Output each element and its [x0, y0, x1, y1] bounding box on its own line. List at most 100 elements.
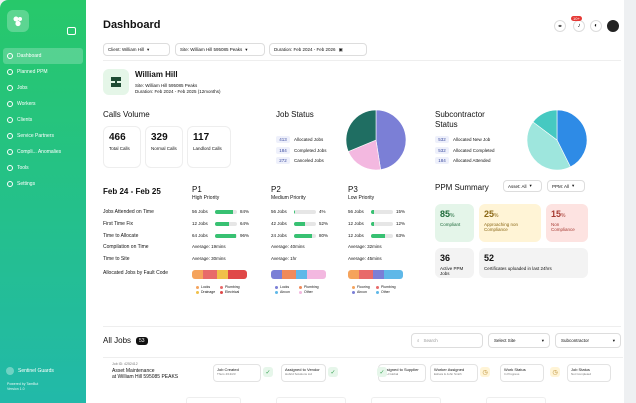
sidebar-item-8[interactable]: Settings — [3, 176, 83, 192]
app-logo[interactable] — [7, 10, 29, 32]
fault-segment — [192, 270, 203, 279]
ppm-filter-label: PPM: All — [552, 183, 570, 189]
jobs-count: 12 Jobs — [348, 221, 364, 226]
subcontractor-select[interactable]: Subcontractor ▾ — [555, 333, 621, 348]
period-title: Feb 24 - Feb 25 — [103, 187, 161, 196]
sidebar-item-4[interactable]: Clients — [3, 112, 83, 128]
jobs-count: 12 Jobs — [192, 221, 208, 226]
job-step: Work Status In Progress — [500, 364, 544, 382]
ppm-label: Active PPM Jobs — [440, 266, 464, 276]
sidebar-item-2[interactable]: Jobs — [3, 80, 83, 96]
ppm-card[interactable]: 85% Compliant — [435, 204, 474, 242]
legend-item: 532 Allocated Completed — [435, 147, 495, 154]
divider — [103, 60, 621, 61]
chevron-down-icon: ▾ — [572, 183, 575, 188]
step-sub: Eshwa & John Smith — [434, 372, 462, 376]
calls-volume-title: Calls Volume — [103, 110, 150, 119]
priority-metric: 24 Jobs 80% — [271, 233, 328, 238]
sidebar-item-1[interactable]: Planned PPM — [3, 64, 83, 80]
priority-metric: 12 Jobs 64% — [192, 221, 249, 226]
check-icon: ✓ — [377, 367, 387, 377]
metric-label: Allocated Jobs by Fault Code — [103, 270, 169, 276]
ppm-number: 36 — [440, 253, 451, 263]
priority-metric: 12 Jobs 12% — [348, 221, 405, 226]
site-filter-label: Site: William Hill 595085 Peaks — [180, 47, 243, 52]
ppm-value: 52 — [484, 253, 583, 263]
legend-count: 272 — [276, 157, 290, 164]
chevron-down-icon: ▾ — [612, 337, 615, 343]
metric-label: Jobs Attended on Time — [103, 209, 154, 215]
ppm-card[interactable]: 15% Non Compliance — [546, 204, 588, 242]
priority-metric: 12 Jobs 63% — [348, 233, 405, 238]
avg-site: Average: 45mins — [348, 256, 382, 261]
org-switcher[interactable]: Sentinel Guards — [6, 367, 54, 375]
divider — [103, 326, 621, 327]
table-row[interactable]: Job ID: 4252412 Asset Maintenance at Will… — [103, 357, 623, 387]
ppm-card[interactable]: 25% Approaching non Compliance — [479, 204, 541, 242]
legend-dot — [196, 290, 199, 294]
sidebar-item-6[interactable]: Compli... Anomalies — [3, 144, 83, 160]
chevron-down-icon: ▾ — [541, 337, 544, 343]
step-card — [276, 397, 346, 403]
legend-label: Allocated Attended — [453, 158, 491, 163]
progress-bar — [371, 209, 393, 214]
sidebar-item-0[interactable]: Dashboard — [3, 48, 83, 64]
ppm-label: Approaching non Compliance — [484, 222, 519, 232]
priority-metric: 64 Jobs 96% — [192, 233, 249, 238]
job-step: Job Created Thurs 4/13/23 — [213, 364, 261, 382]
job-step: Job Status Not Completed — [567, 364, 611, 382]
ppm-card[interactable]: 36 Active PPM Jobs — [435, 248, 474, 278]
avg-site: Average: 30mins — [192, 256, 226, 261]
sidebar-nav: Dashboard Planned PPM Jobs Workers Clients Se… — [3, 48, 83, 192]
ppm-card[interactable]: 52 Certificates uploaded in last 24hrs — [479, 248, 588, 278]
sidebar-item-3[interactable]: Workers — [3, 96, 83, 112]
duration-filter[interactable]: Duration: Feb 2024 - Feb 2026 ▣ — [269, 43, 367, 56]
metric-label: Compilation on Time — [103, 244, 149, 250]
priority-subtitle: Medium Priority — [271, 195, 306, 201]
avg-compile: Average: 19mins — [192, 244, 226, 249]
legend-dot — [275, 290, 278, 294]
theme-toggle-icon[interactable]: ◐ — [590, 20, 602, 32]
fault-legend-item: Aircon — [275, 290, 299, 295]
client-filter[interactable]: Client: William Hill ▾ — [103, 43, 170, 56]
step-title: Job Status — [571, 367, 590, 372]
bell-icon[interactable]: ♪ — [573, 20, 585, 32]
jobs-count: 56 Jobs — [271, 209, 287, 214]
subcontractor-pie — [526, 109, 588, 171]
site-filter[interactable]: Site: William Hill 595085 Peaks ▾ — [175, 43, 265, 56]
link-icon[interactable]: ⚭ — [554, 20, 566, 32]
fault-legend-label: Locks — [201, 285, 211, 289]
ppm-filter[interactable]: PPM: All ▾ — [547, 180, 585, 192]
jobs-count: 56 Jobs — [348, 209, 364, 214]
fault-legend-label: Locks — [280, 285, 290, 289]
fault-legend-label: Flooring — [357, 285, 370, 289]
legend-dot — [376, 290, 379, 294]
sidebar-item-label: Compli... Anomalies — [17, 149, 62, 155]
ppm-value: 25% — [484, 209, 536, 219]
table-row[interactable] — [186, 397, 624, 403]
avatar[interactable] — [607, 20, 619, 32]
legend-dot — [376, 285, 379, 289]
fault-legend-label: Plumbing — [381, 285, 396, 289]
sidebar: Dashboard Planned PPM Jobs Workers Clients Se… — [0, 0, 86, 403]
clock-icon: ◷ — [550, 367, 560, 377]
stat-value: 329 — [151, 132, 168, 143]
site-select[interactable]: Select Site ▾ — [488, 333, 550, 348]
ppm-title: PPM Summary — [435, 183, 489, 192]
sidebar-item-7[interactable]: Tools — [3, 160, 83, 176]
step-sub: Thurs 4/13/23 — [217, 372, 236, 376]
pie-slice — [556, 109, 588, 168]
users-icon — [7, 101, 13, 107]
metric-label: Time to Allocate — [103, 233, 139, 239]
sidebar-collapse-icon[interactable] — [67, 27, 76, 35]
version-text: Version 1.0 — [7, 387, 25, 391]
legend-label: Allocated Completed — [453, 148, 495, 153]
fault-legend-item: Locks — [196, 285, 220, 290]
search-input[interactable]: ⌕ Search — [411, 333, 483, 348]
percent-value: 52% — [319, 221, 329, 226]
step-card — [486, 397, 546, 403]
sidebar-item-5[interactable]: Service Partners — [3, 128, 83, 144]
asset-filter[interactable]: Asset: All ▾ — [503, 180, 542, 192]
legend-dot — [352, 290, 355, 294]
subcontractor-title: Subcontractor Status — [435, 110, 485, 129]
